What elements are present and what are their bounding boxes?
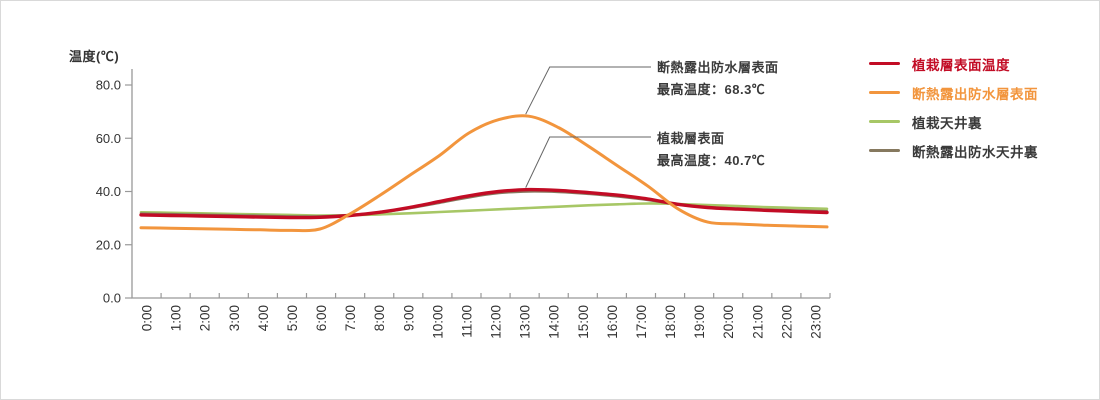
svg-text:40.0: 40.0 bbox=[96, 184, 121, 199]
axes bbox=[131, 69, 830, 299]
annotation-waterproof-max: 断熱露出防水層表面 最高温度：68.3℃ bbox=[657, 57, 779, 101]
svg-text:4:00: 4:00 bbox=[256, 305, 271, 331]
legend-label: 植栽天井裏 bbox=[912, 115, 982, 131]
svg-text:21:00: 21:00 bbox=[750, 305, 765, 339]
annotation-series-label: 断熱露出防水層表面 bbox=[657, 60, 779, 75]
legend-item-exposed-waterproof-ceiling: 断熱露出防水天井裏 bbox=[869, 142, 1038, 160]
svg-text:3:00: 3:00 bbox=[227, 305, 242, 331]
svg-text:20:00: 20:00 bbox=[721, 305, 736, 339]
svg-text:23:00: 23:00 bbox=[808, 305, 823, 339]
annotation-max-temp: 最高温度：40.7℃ bbox=[657, 153, 766, 168]
series-line-2 bbox=[139, 202, 829, 217]
x-axis-ticks: 0:00 1:00 2:00 3:00 4:00 5:00 6:00 7:00 8:00 9:00… bbox=[140, 293, 831, 339]
svg-text:7:00: 7:00 bbox=[343, 305, 358, 331]
svg-text:6:00: 6:00 bbox=[314, 305, 329, 331]
svg-text:22:00: 22:00 bbox=[779, 305, 794, 339]
svg-text:10:00: 10:00 bbox=[430, 305, 445, 339]
svg-text:2:00: 2:00 bbox=[198, 305, 213, 331]
svg-text:12:00: 12:00 bbox=[489, 305, 504, 339]
legend-label: 断熱露出防水天井裏 bbox=[912, 144, 1038, 160]
legend-item-planting-surface: 植栽層表面温度 bbox=[869, 55, 1038, 73]
legend: 植栽層表面温度 断熱露出防水層表面 植栽天井裏 断熱露出防水天井裏 bbox=[869, 55, 1038, 171]
y-axis-ticks: 0.0 20.0 40.0 60.0 80.0 bbox=[96, 78, 132, 306]
svg-text:13:00: 13:00 bbox=[518, 305, 533, 339]
svg-text:19:00: 19:00 bbox=[692, 305, 707, 339]
svg-text:8:00: 8:00 bbox=[372, 305, 387, 331]
svg-text:15:00: 15:00 bbox=[576, 305, 591, 339]
svg-text:17:00: 17:00 bbox=[634, 305, 649, 339]
svg-text:11:00: 11:00 bbox=[459, 305, 474, 338]
annotation-series-label: 植栽層表面 bbox=[657, 131, 725, 146]
svg-text:5:00: 5:00 bbox=[285, 305, 300, 331]
legend-swatch-brown-line bbox=[869, 149, 900, 152]
legend-item-planting-ceiling: 植栽天井裏 bbox=[869, 113, 1038, 131]
legend-swatch-orange-line bbox=[869, 91, 900, 94]
annotation-planting-max: 植栽層表面 最高温度：40.7℃ bbox=[657, 128, 765, 172]
svg-text:1:00: 1:00 bbox=[169, 305, 184, 331]
legend-label: 植栽層表面温度 bbox=[912, 57, 1010, 73]
svg-text:0:00: 0:00 bbox=[140, 305, 155, 331]
svg-text:18:00: 18:00 bbox=[663, 305, 678, 339]
series-line-1 bbox=[139, 114, 829, 233]
annotation-leader-0 bbox=[525, 66, 651, 115]
svg-text:20.0: 20.0 bbox=[96, 237, 121, 252]
annotation-leader-1 bbox=[525, 136, 651, 188]
y-axis-title: 温度(℃) bbox=[69, 49, 120, 64]
series-line-3 bbox=[139, 190, 829, 218]
svg-text:0.0: 0.0 bbox=[103, 291, 121, 306]
svg-text:16:00: 16:00 bbox=[605, 305, 620, 339]
legend-label: 断熱露出防水層表面 bbox=[912, 86, 1038, 102]
svg-text:60.0: 60.0 bbox=[96, 131, 121, 146]
legend-item-exposed-waterproof-surface: 断熱露出防水層表面 bbox=[869, 84, 1038, 102]
series-line-0 bbox=[139, 187, 829, 220]
svg-text:9:00: 9:00 bbox=[401, 305, 416, 331]
svg-text:80.0: 80.0 bbox=[96, 78, 121, 93]
svg-text:14:00: 14:00 bbox=[547, 305, 562, 339]
annotation-max-temp: 最高温度：68.3℃ bbox=[657, 82, 766, 97]
legend-swatch-red-line bbox=[869, 62, 900, 65]
legend-swatch-green-line bbox=[869, 120, 900, 123]
